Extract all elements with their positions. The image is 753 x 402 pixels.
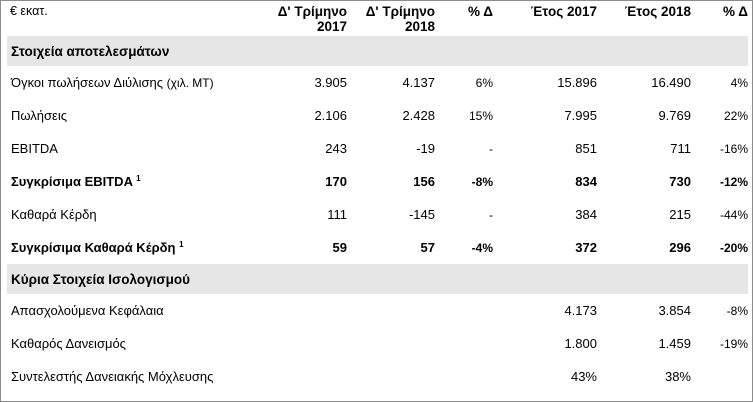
cell-year-change: -44% — [719, 207, 748, 222]
section-row-results: Στοιχεία αποτελεσμάτων — [7, 36, 748, 66]
col-header-q4-2017-line2: 2017 — [316, 19, 347, 34]
row-label: Συγκρίσιμα Καθαρά Κέρδη 1 — [7, 231, 265, 264]
cell-q4-2017: 3.905 — [314, 75, 347, 90]
cell-q4-2018 — [347, 360, 435, 393]
row-label-text: Συγκρίσιμα EBITDA — [11, 174, 133, 189]
col-header-q4-2017: Δ' Τρίμηνο 2017 — [265, 4, 347, 36]
row-label-text: Συγκρίσιμα Καθαρά Κέρδη — [11, 240, 176, 255]
row-label-unit: (χιλ. ΜΤ) — [166, 76, 214, 90]
header-row: € εκατ. Δ' Τρίμηνο 2017 Δ' Τρίμηνο 2018 … — [7, 4, 748, 36]
cell-q4-2017 — [265, 327, 347, 360]
col-header-q4-2018-line2: 2018 — [404, 19, 435, 34]
cell-year-change: -19% — [719, 336, 748, 351]
cell-year-2018: 38% — [664, 369, 691, 384]
col-header-q4-2017-line1: Δ' Τρίμηνο — [277, 4, 347, 19]
cell-q-change — [435, 327, 493, 360]
footnote-marker: 1 — [136, 174, 141, 183]
table-row: Πωλήσεις 2.106 2.428 15% 7.995 9.769 22% — [7, 99, 748, 132]
cell-year-2018: 1.459 — [658, 336, 691, 351]
cell-q4-2018: 4.137 — [402, 75, 435, 90]
cell-q4-2018 — [347, 294, 435, 327]
cell-q4-2017: 243 — [325, 141, 347, 156]
cell-q-change: -4% — [471, 240, 493, 255]
cell-year-change: -12% — [719, 174, 748, 189]
table-row: Συγκρίσιμα Καθαρά Κέρδη 1 59 57 -4% 372 … — [7, 231, 748, 264]
table-row: EBITDA 243 -19 - 851 711 -16% — [7, 132, 748, 165]
row-label: EBITDA — [11, 141, 58, 156]
col-header-year-change: % Δ — [723, 4, 748, 19]
cell-year-2017: 384 — [575, 207, 597, 222]
financial-results-table: € εκατ. Δ' Τρίμηνο 2017 Δ' Τρίμηνο 2018 … — [7, 4, 748, 393]
cell-year-2017: 43% — [570, 369, 597, 384]
cell-year-change: -8% — [726, 303, 748, 318]
cell-year-2017: 851 — [575, 141, 597, 156]
table-row: Απασχολούμενα Κεφάλαια 4.173 3.854 -8% — [7, 294, 748, 327]
row-label: Καθαρά Κέρδη — [11, 207, 97, 222]
cell-year-2017: 15.896 — [557, 75, 597, 90]
row-label: Συγκρίσιμα EBITDA 1 — [7, 165, 265, 198]
cell-q-change: -8% — [471, 174, 493, 189]
cell-year-2018: 711 — [670, 141, 691, 156]
section-title: Στοιχεία αποτελεσμάτων — [7, 36, 748, 66]
table-row: Καθαρός Δανεισμός 1.800 1.459 -19% — [7, 327, 748, 360]
cell-year-2018: 730 — [669, 174, 691, 189]
cell-q-change: - — [489, 141, 493, 156]
cell-q4-2017 — [265, 294, 347, 327]
cell-q4-2018: 2.428 — [402, 108, 435, 123]
cell-q4-2017: 2.106 — [314, 108, 347, 123]
cell-q-change: 15% — [468, 108, 493, 123]
unit-label: € εκατ. — [10, 4, 48, 18]
row-label: Καθαρός Δανεισμός — [11, 336, 126, 351]
cell-year-2018: 9.769 — [658, 108, 691, 123]
cell-q4-2018: -19 — [416, 141, 435, 156]
cell-year-2017: 7.995 — [564, 108, 597, 123]
cell-q-change — [435, 294, 493, 327]
table-row: Καθαρά Κέρδη 111 -145 - 384 215 -44% — [7, 198, 748, 231]
cell-year-2018: 16.490 — [651, 75, 691, 90]
cell-year-2018: 215 — [669, 207, 691, 222]
cell-q4-2018 — [347, 327, 435, 360]
row-label: Όγκοι πωλήσεων Διύλισης (χιλ. ΜΤ) — [7, 66, 265, 99]
row-label: Συντελεστής Δανειακής Μόχλευσης — [11, 369, 214, 384]
col-header-year-2018: Έτος 2018 — [624, 4, 691, 19]
table-row: Όγκοι πωλήσεων Διύλισης (χιλ. ΜΤ) 3.905 … — [7, 66, 748, 99]
cell-q-change — [435, 360, 493, 393]
cell-q4-2018: 156 — [413, 174, 435, 189]
cell-year-2017: 1.800 — [564, 336, 597, 351]
row-label: Πωλήσεις — [11, 108, 67, 123]
cell-q4-2018: 57 — [420, 240, 435, 255]
table-row: Συγκρίσιμα EBITDA 1 170 156 -8% 834 730 … — [7, 165, 748, 198]
col-header-q-change: % Δ — [468, 4, 493, 19]
cell-year-change: 4% — [730, 75, 748, 90]
footnote-marker: 1 — [179, 240, 184, 249]
col-header-q4-2018: Δ' Τρίμηνο 2018 — [347, 4, 435, 36]
cell-q4-2017 — [265, 360, 347, 393]
cell-year-2017: 4.173 — [564, 303, 597, 318]
cell-q-change: - — [489, 207, 493, 222]
section-row-balance-sheet: Κύρια Στοιχεία Ισολογισμού — [7, 264, 748, 294]
cell-year-change: -20% — [719, 240, 748, 255]
cell-q4-2017: 170 — [325, 174, 347, 189]
col-header-q4-2018-line1: Δ' Τρίμηνο — [365, 4, 435, 19]
cell-year-2017: 372 — [575, 240, 597, 255]
cell-q4-2017: 111 — [327, 207, 347, 222]
cell-q-change: 6% — [475, 75, 493, 90]
cell-q4-2017: 59 — [332, 240, 347, 255]
cell-year-change: -16% — [719, 141, 748, 156]
table-row: Συντελεστής Δανειακής Μόχλευσης 43% 38% — [7, 360, 748, 393]
row-label: Απασχολούμενα Κεφάλαια — [11, 303, 164, 318]
cell-year-2017: 834 — [575, 174, 597, 189]
section-title: Κύρια Στοιχεία Ισολογισμού — [7, 264, 748, 294]
cell-q4-2018: -145 — [408, 207, 435, 222]
cell-year-2018: 296 — [669, 240, 691, 255]
cell-year-2018: 3.854 — [658, 303, 691, 318]
row-label-text: Όγκοι πωλήσεων Διύλισης — [11, 75, 164, 90]
col-header-year-2017: Έτος 2017 — [530, 4, 597, 19]
cell-year-change: 22% — [723, 108, 748, 123]
cell-year-change — [691, 360, 748, 393]
